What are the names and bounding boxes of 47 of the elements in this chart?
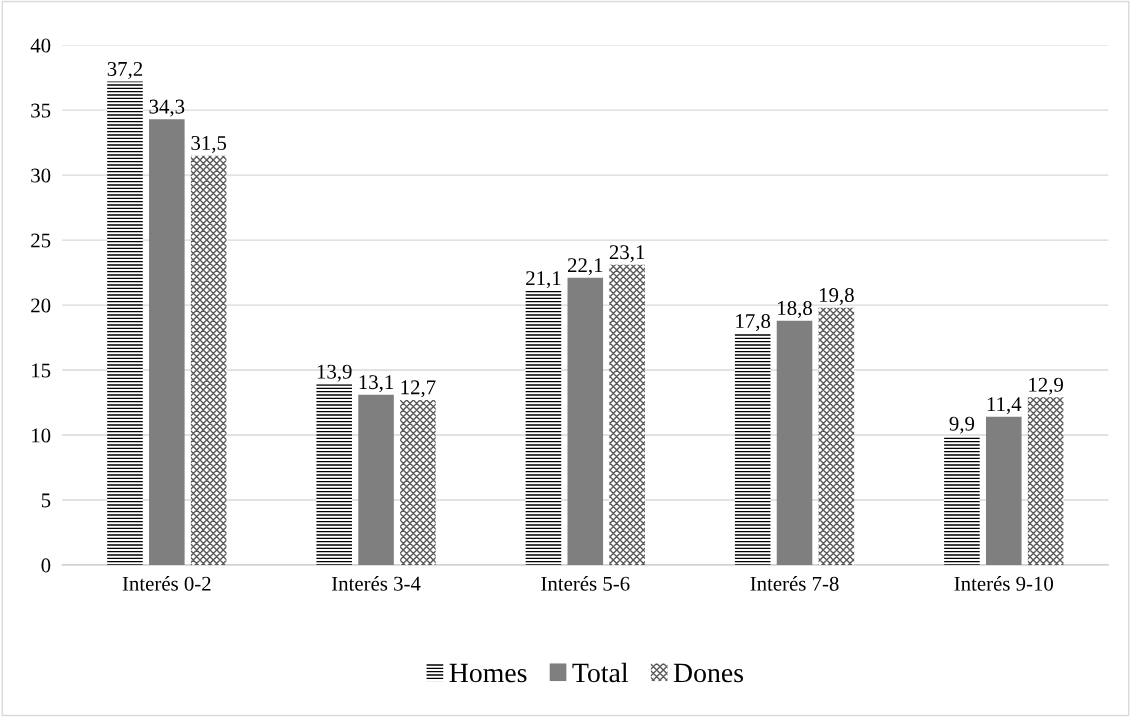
- x-tick-label: Interés 5-6: [541, 576, 630, 591]
- data-label: 37,2: [107, 61, 143, 79]
- legend-label: Dones: [673, 663, 744, 683]
- y-tick-label: 25: [31, 233, 51, 248]
- x-tick-label: Interés 0-2: [122, 576, 211, 591]
- x-tick-label: Interés 9-10: [954, 576, 1054, 591]
- bar: [609, 264, 645, 565]
- y-tick-label: 15: [32, 363, 51, 378]
- data-label: 23,1: [609, 245, 645, 263]
- bar: [525, 290, 562, 565]
- data-label: 11,4: [987, 397, 1022, 415]
- bar: [1027, 397, 1064, 565]
- bar: [400, 399, 436, 565]
- bar: [358, 394, 394, 565]
- data-label: 22,1: [567, 258, 603, 276]
- bar: [734, 333, 771, 565]
- data-label: 9,9: [949, 416, 975, 434]
- data-label: 13,9: [317, 364, 352, 382]
- bar: [567, 277, 604, 565]
- bar: [107, 81, 143, 565]
- bar: [776, 320, 813, 565]
- legend-label: Homes: [449, 663, 527, 683]
- y-tick-label: 0: [41, 558, 51, 573]
- data-label: 31,5: [191, 136, 227, 154]
- bar: [190, 155, 227, 565]
- x-tick-label: Interés 3-4: [331, 576, 421, 591]
- bar: [149, 119, 185, 565]
- y-tick-label: 20: [31, 298, 51, 313]
- x-tick-label: Interés 7-8: [750, 576, 839, 591]
- data-label: 17,8: [736, 313, 771, 332]
- data-label: 13,1: [359, 375, 394, 393]
- legend-label: Total: [572, 662, 629, 683]
- y-tick-label: 5: [41, 493, 51, 508]
- y-tick-label: 10: [32, 428, 51, 443]
- bar: [985, 416, 1022, 565]
- bar: [944, 436, 980, 565]
- y-tick-label: 30: [31, 168, 51, 183]
- data-label: 19,8: [819, 288, 854, 306]
- data-label: 18,8: [778, 301, 812, 319]
- bar: [316, 384, 352, 565]
- data-label: 12,7: [401, 380, 436, 398]
- y-tick-label: 40: [30, 38, 51, 53]
- data-label: 21,1: [526, 271, 561, 289]
- bar: [818, 307, 855, 565]
- data-label: 12,9: [1029, 377, 1063, 395]
- data-label: 34,3: [149, 99, 185, 117]
- y-tick-label: 35: [31, 103, 51, 118]
